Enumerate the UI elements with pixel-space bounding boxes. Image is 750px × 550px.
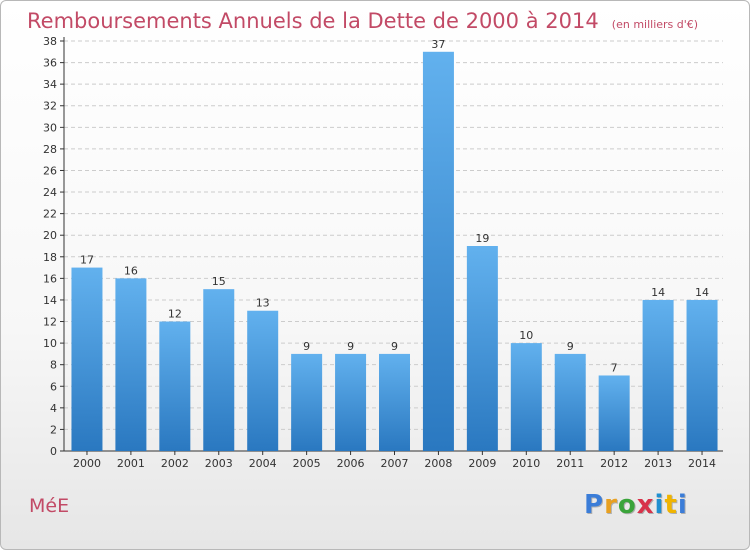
data-label: 14: [651, 286, 665, 299]
y-tick-label: 10: [43, 337, 57, 350]
y-tick-label: 24: [43, 186, 57, 199]
bar-2011: [554, 353, 586, 451]
bar-2013: [642, 299, 674, 451]
y-tick-label: 14: [43, 294, 57, 307]
logo-letter: x: [636, 490, 655, 520]
y-tick-label: 32: [43, 100, 57, 113]
x-tick-label: 2014: [688, 457, 716, 470]
x-tick-label: 2003: [205, 457, 233, 470]
x-tick-label: 2002: [161, 457, 189, 470]
y-tick-label: 22: [43, 208, 57, 221]
bar-2001: [115, 278, 147, 451]
y-tick-label: 30: [43, 121, 57, 134]
x-tick-label: 2004: [249, 457, 277, 470]
x-tick-label: 2008: [424, 457, 452, 470]
data-label: 7: [611, 361, 618, 374]
commune-name: MéE: [29, 495, 70, 517]
bar-2006: [335, 353, 367, 451]
bar-2014: [686, 299, 718, 451]
x-tick-label: 2005: [293, 457, 321, 470]
data-label: 16: [124, 264, 138, 277]
y-tick-label: 12: [43, 316, 57, 329]
y-tick-label: 16: [43, 272, 57, 285]
bar-2010: [510, 343, 542, 451]
x-tick-label: 2011: [556, 457, 584, 470]
y-tick-label: 26: [43, 164, 57, 177]
x-tick-label: 2001: [117, 457, 145, 470]
y-tick-label: 36: [43, 57, 57, 70]
bar-2012: [598, 375, 630, 451]
bar-2009: [466, 246, 498, 451]
bar-2008: [422, 51, 454, 451]
data-label: 9: [347, 340, 354, 353]
bar-2000: [71, 267, 103, 451]
x-tick-label: 2012: [600, 457, 628, 470]
chart-title-main: Remboursements Annuels de la Dette de 20…: [27, 9, 599, 33]
data-label: 37: [431, 38, 445, 51]
bar-2003: [203, 289, 235, 451]
bar-2007: [379, 353, 410, 451]
chart-subtitle: (en milliers d'€): [611, 18, 699, 31]
y-tick-label: 4: [50, 402, 57, 415]
bar-2004: [247, 310, 279, 451]
data-label: 9: [391, 340, 398, 353]
y-tick-label: 8: [50, 359, 57, 372]
data-label: 10: [519, 329, 533, 342]
logo-letter: o: [617, 490, 637, 520]
x-tick-label: 2009: [468, 457, 496, 470]
y-tick-label: 2: [50, 423, 57, 436]
data-label: 13: [256, 297, 270, 310]
logo-letter: r: [604, 490, 618, 520]
logo-letter: i: [677, 490, 688, 520]
x-tick-label: 2007: [381, 457, 409, 470]
data-label: 14: [695, 286, 709, 299]
bar-2005: [291, 353, 323, 451]
bar-2002: [159, 321, 191, 451]
y-tick-label: 38: [43, 35, 57, 48]
x-tick-label: 2013: [644, 457, 672, 470]
data-label: 9: [567, 340, 574, 353]
x-tick-label: 2000: [73, 457, 101, 470]
chart-title: Remboursements Annuels de la Dette de 20…: [27, 9, 698, 33]
y-tick-label: 20: [43, 229, 57, 242]
logo-letter: P: [584, 490, 605, 520]
data-label: 17: [80, 254, 94, 267]
logo-letter: i: [654, 490, 665, 520]
data-label: 19: [475, 232, 489, 245]
y-tick-label: 6: [50, 380, 57, 393]
y-tick-label: 34: [43, 78, 57, 91]
data-label: 12: [168, 308, 182, 321]
y-tick-label: 28: [43, 143, 57, 156]
logo-letter: t: [664, 490, 678, 520]
y-tick-label: 0: [50, 445, 57, 458]
x-tick-label: 2006: [337, 457, 365, 470]
y-tick-label: 18: [43, 251, 57, 264]
data-label: 15: [212, 275, 226, 288]
x-tick-label: 2010: [512, 457, 540, 470]
proxiti-logo: Proxiti: [584, 490, 688, 520]
data-label: 9: [303, 340, 310, 353]
